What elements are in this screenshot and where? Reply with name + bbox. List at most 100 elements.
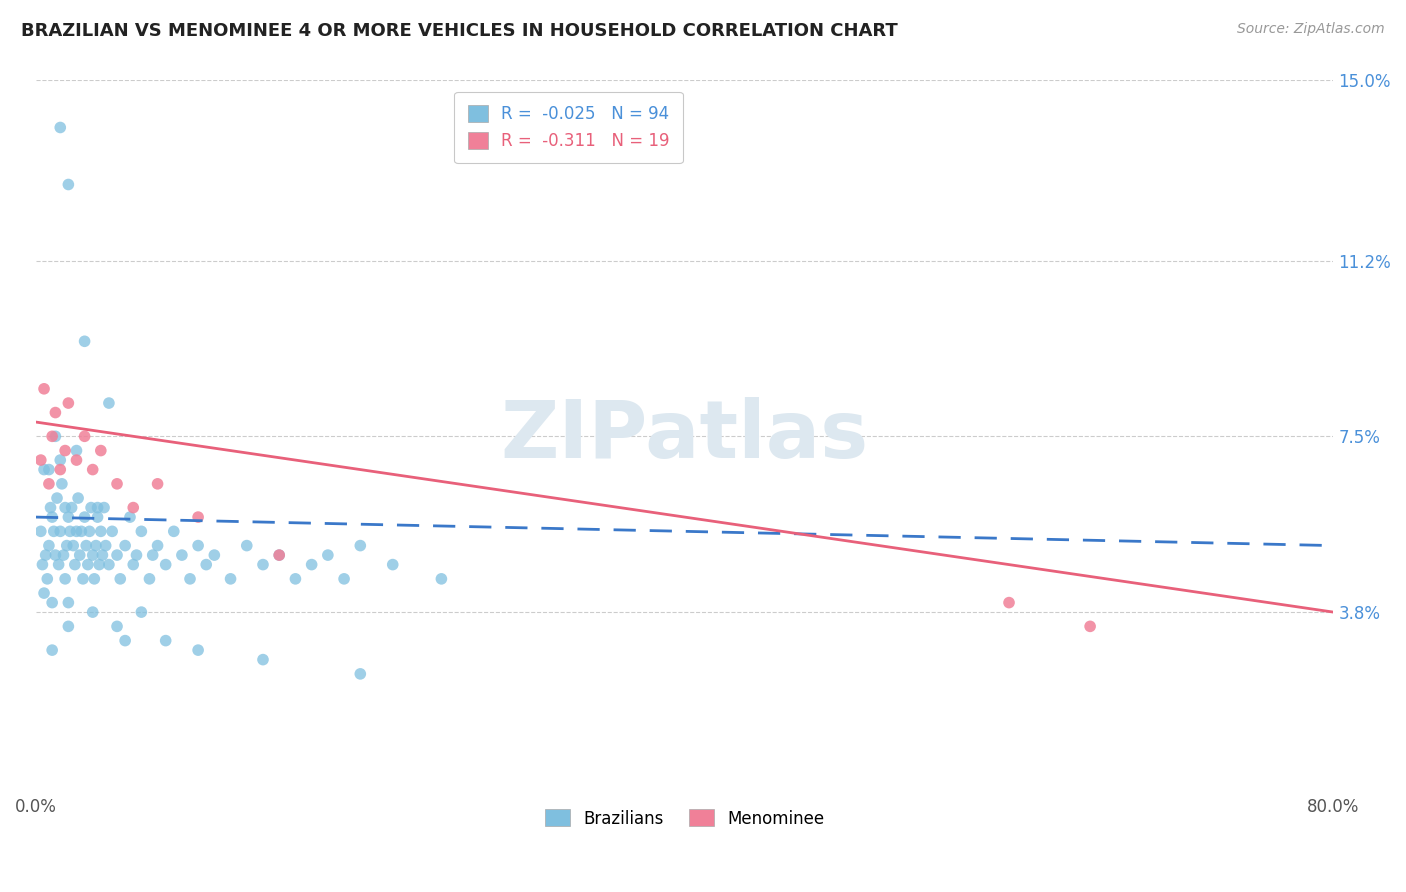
Point (86, 510, 108, 524)
Point (39, 500, 62, 515)
Text: Source: ZipAtlas.com: Source: ZipAtlas.com (1237, 22, 1385, 37)
Point (105, 476, 128, 491)
Point (170, 548, 193, 562)
Point (63, 558, 86, 572)
Point (49, 524, 72, 539)
Point (97, 558, 120, 572)
Point (48, 558, 70, 572)
Legend: Brazilians, Menominee: Brazilians, Menominee (538, 803, 831, 834)
Point (31, 558, 53, 572)
Point (58, 596, 80, 610)
Point (58, 178, 80, 192)
Point (44, 406, 66, 420)
Point (52, 548, 75, 562)
Point (30, 453, 52, 467)
Point (105, 548, 128, 562)
Point (41, 596, 63, 610)
Point (93, 500, 115, 515)
Point (91, 548, 114, 562)
Point (67, 491, 90, 505)
Point (155, 558, 177, 572)
Point (146, 539, 169, 553)
Point (219, 572, 242, 586)
Point (69, 548, 91, 562)
Point (146, 476, 169, 491)
Point (44, 548, 66, 562)
Point (998, 596, 1021, 610)
Point (55, 539, 77, 553)
Point (94, 539, 117, 553)
Point (163, 524, 186, 539)
Point (430, 572, 453, 586)
Point (316, 548, 339, 562)
Point (269, 548, 291, 562)
Point (73, 429, 96, 443)
Point (58, 510, 80, 524)
Text: BRAZILIAN VS MENOMINEE 4 OR MORE VEHICLES IN HOUSEHOLD CORRELATION CHART: BRAZILIAN VS MENOMINEE 4 OR MORE VEHICLE… (21, 22, 898, 40)
Point (105, 619, 128, 633)
Point (70, 524, 93, 539)
Point (30, 524, 52, 539)
Point (83, 572, 105, 586)
Point (49, 120, 72, 135)
Point (53, 572, 76, 586)
Point (32, 382, 55, 396)
Point (90, 524, 112, 539)
Point (195, 558, 218, 572)
Point (51, 476, 73, 491)
Point (114, 633, 136, 648)
Point (62, 539, 84, 553)
Point (138, 572, 160, 586)
Point (82, 462, 104, 476)
Point (58, 396, 80, 410)
Point (34, 548, 56, 562)
Point (114, 539, 136, 553)
Point (76, 558, 98, 572)
Point (41, 643, 63, 657)
Point (82, 605, 104, 619)
Point (53, 443, 76, 458)
Point (38, 476, 60, 491)
Point (252, 652, 274, 666)
Point (37, 572, 59, 586)
Point (187, 510, 209, 524)
Point (82, 548, 104, 562)
Point (131, 605, 153, 619)
Point (187, 539, 209, 553)
Point (75, 539, 97, 553)
Point (301, 558, 323, 572)
Point (49, 453, 72, 467)
Point (65, 524, 87, 539)
Point (38, 539, 60, 553)
Point (58, 619, 80, 633)
Point (73, 510, 96, 524)
Point (202, 548, 225, 562)
Point (269, 548, 291, 562)
Point (59, 524, 82, 539)
Point (284, 572, 307, 586)
Point (131, 524, 153, 539)
Point (125, 548, 148, 562)
Point (65, 453, 87, 467)
Point (60, 500, 83, 515)
Point (155, 633, 177, 648)
Point (187, 643, 209, 657)
Point (73, 334, 96, 349)
Point (32, 462, 55, 476)
Point (32, 586, 55, 600)
Point (349, 539, 371, 553)
Point (90, 443, 112, 458)
Point (1078, 619, 1101, 633)
Point (49, 462, 72, 476)
Point (41, 510, 63, 524)
Point (236, 539, 259, 553)
Point (80, 500, 103, 515)
Point (65, 443, 87, 458)
Point (72, 572, 94, 586)
Point (122, 500, 145, 515)
Point (44, 429, 66, 443)
Point (349, 666, 371, 681)
Point (110, 572, 132, 586)
Point (38, 462, 60, 476)
Point (97, 396, 120, 410)
